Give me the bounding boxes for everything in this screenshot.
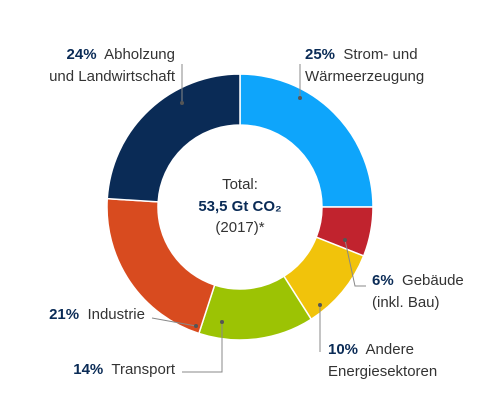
segment-percent: 14% xyxy=(73,361,103,378)
segment-name: Andere xyxy=(366,341,414,358)
segment-name: (inkl. Bau) xyxy=(372,294,440,311)
leader-dot xyxy=(180,101,184,105)
segment-name: Wärmeerzeugung xyxy=(305,68,424,85)
label-gap xyxy=(97,46,105,63)
label-gap xyxy=(103,361,111,378)
segment-label: 21% Industrie xyxy=(49,306,145,323)
segment-label: 10% Andere xyxy=(328,341,414,358)
segment-label: 25% Strom- und xyxy=(305,46,418,63)
center-total: Total: xyxy=(222,176,258,193)
segment-name: Industrie xyxy=(87,306,145,323)
donut-segment xyxy=(106,73,241,203)
label-gap xyxy=(335,46,343,63)
leader-line xyxy=(182,322,223,373)
segment-percent: 24% xyxy=(67,46,97,63)
segment-label: 24% Abholzung xyxy=(67,46,175,63)
segment-percent: 10% xyxy=(328,341,358,358)
donut-segment xyxy=(239,73,374,208)
leader-dot xyxy=(343,238,347,242)
segment-name: Strom- und xyxy=(343,46,417,63)
label-gap xyxy=(358,341,366,358)
segment-label: 14% Transport xyxy=(73,361,176,378)
label-gap xyxy=(394,272,402,289)
segment-name: und Landwirtschaft xyxy=(49,68,176,85)
center-value: 53,5 Gt CO₂ xyxy=(198,198,281,215)
leader-dot xyxy=(220,320,224,324)
segment-name: Abholzung xyxy=(104,46,175,63)
leader-dot xyxy=(298,96,302,100)
leader-dot xyxy=(194,324,198,328)
leader-dot xyxy=(318,303,322,307)
center-year: (2017)* xyxy=(215,219,264,236)
segment-name: Transport xyxy=(111,361,175,378)
segment-percent: 21% xyxy=(49,306,79,323)
segment-label: 6% Gebäude xyxy=(372,272,464,289)
label-gap xyxy=(79,306,87,323)
segment-percent: 6% xyxy=(372,272,394,289)
leader-line xyxy=(344,239,366,287)
segment-name: Gebäude xyxy=(402,272,464,289)
segment-name: Energiesektoren xyxy=(328,363,437,380)
segment-percent: 25% xyxy=(305,46,335,63)
leader-line xyxy=(151,317,197,327)
